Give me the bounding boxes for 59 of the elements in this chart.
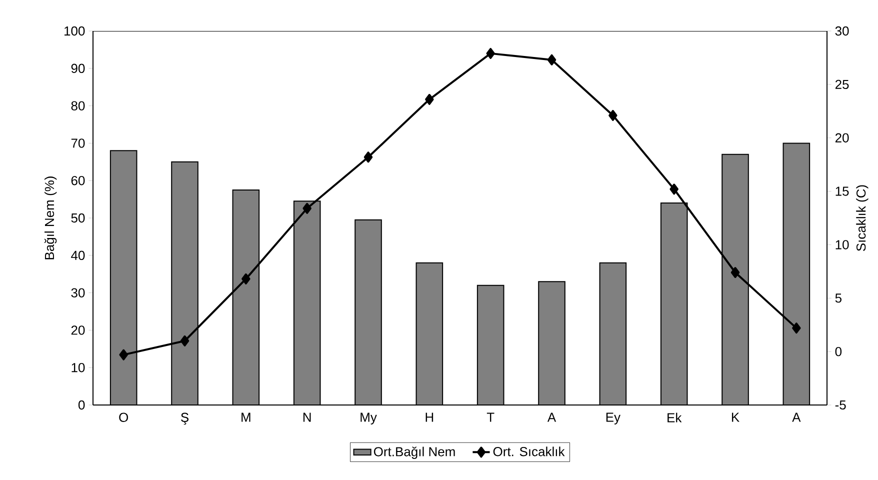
y2-tick-label: 5 <box>835 294 842 303</box>
legend-label: Ort. Sıcaklık <box>493 446 565 456</box>
y2-tick-label: 15 <box>836 186 849 196</box>
x-tick-label: Ey <box>606 412 620 424</box>
bar <box>294 201 320 405</box>
bar <box>172 162 198 405</box>
y2-tick-label: 0 <box>835 346 842 356</box>
y-tick-label: 70 <box>71 138 85 148</box>
bar <box>600 262 626 405</box>
y-tick-label: 90 <box>71 64 85 73</box>
point <box>425 94 434 105</box>
x-tick-label: H <box>426 412 434 422</box>
bar <box>477 285 504 405</box>
bar <box>110 150 137 405</box>
bar <box>660 203 688 405</box>
y-tick-label: 80 <box>71 101 85 110</box>
y-tick-label: 100 <box>64 26 85 36</box>
y-tick-label: 20 <box>71 326 85 335</box>
point <box>119 349 128 360</box>
x-tick-label: A <box>547 412 556 422</box>
y2-tick-label: 10 <box>836 240 849 250</box>
y2-tick-label: 30 <box>835 26 849 36</box>
bar <box>355 220 382 405</box>
y-tick-label: 60 <box>71 176 85 186</box>
y-tick-label: 0 <box>78 400 85 410</box>
y-tick-label: 50 <box>71 213 85 223</box>
y-tick-label: 10 <box>72 362 85 372</box>
point <box>364 152 373 163</box>
y-axis-title: Bağıl Nem (%) <box>44 176 57 260</box>
x-tick-label: My <box>360 412 377 424</box>
point <box>608 110 618 121</box>
x-tick-label: T <box>486 412 494 422</box>
x-tick-label: M <box>242 412 250 422</box>
point <box>792 322 801 334</box>
bar <box>538 282 565 405</box>
point <box>302 202 312 214</box>
y-tick-label: 40 <box>71 250 85 260</box>
x-tick-label: Ş <box>181 412 188 425</box>
bar <box>232 190 260 405</box>
x-tick-label: N <box>303 412 311 422</box>
x-tick-label: O <box>119 412 128 422</box>
bar <box>722 154 748 405</box>
bar <box>782 142 810 405</box>
y2-tick-label: 25 <box>835 80 849 90</box>
point <box>670 184 678 195</box>
point <box>486 48 495 59</box>
x-tick-label: A <box>792 412 801 422</box>
y2-tick-label: -5 <box>835 400 846 410</box>
y2-axis-title: Sıcaklık (C) <box>856 185 868 251</box>
point <box>242 273 250 284</box>
bar <box>416 262 443 405</box>
y2-tick-label: 20 <box>835 133 849 142</box>
point <box>730 267 740 278</box>
point <box>547 54 556 66</box>
legend-label: Ort.Bağıl Nem <box>374 446 455 459</box>
x-tick-label: K <box>732 412 740 422</box>
y-tick-label: 30 <box>71 288 85 298</box>
point <box>180 335 190 346</box>
x-tick-label: Ek <box>668 412 682 422</box>
